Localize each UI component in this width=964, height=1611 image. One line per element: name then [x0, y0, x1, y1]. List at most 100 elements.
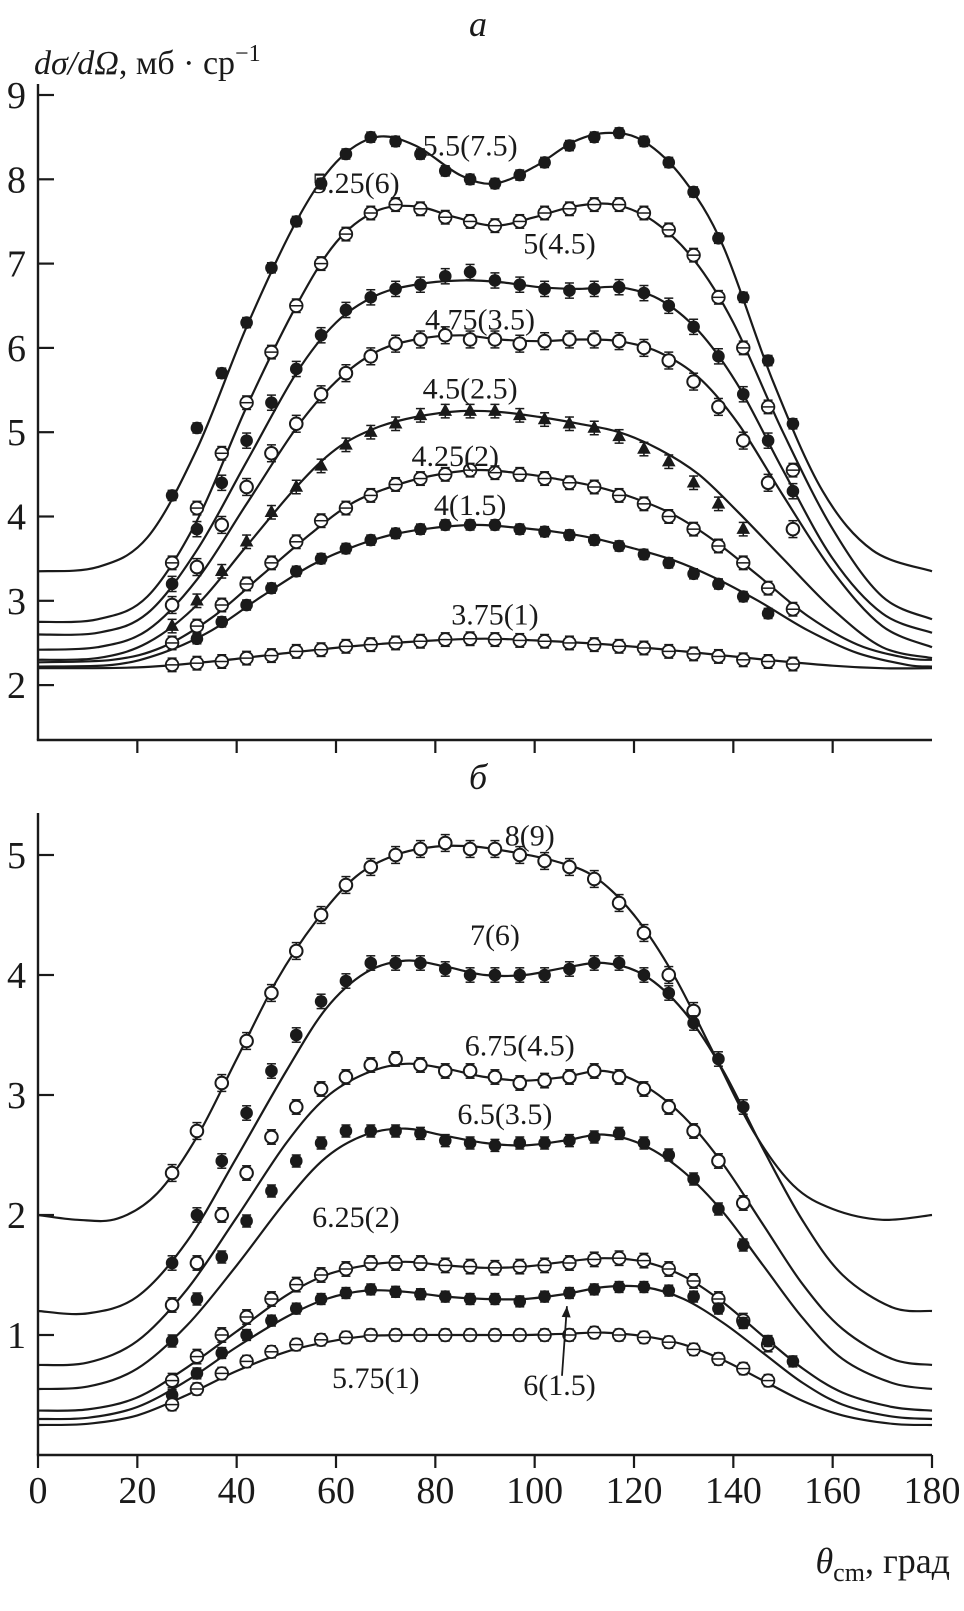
marker-open-circle-icon [562, 332, 577, 347]
marker-filled-circle-icon [414, 1127, 427, 1140]
marker-filled-circle-icon [438, 1290, 452, 1303]
marker-open-circle-icon [462, 332, 478, 347]
marker-open-circle-icon [363, 859, 379, 875]
marker-open-circle-icon [636, 1081, 652, 1097]
marker-filled-circle-icon [438, 1134, 452, 1147]
marker-filled-circle-icon [563, 528, 576, 542]
x-tick-label: 60 [317, 1470, 355, 1512]
marker-filled-circle-icon [339, 542, 353, 555]
marker-open-circle-icon [239, 479, 254, 495]
marker-filled-circle-icon [612, 280, 626, 294]
series-label: 6.5(3.5) [457, 1098, 552, 1131]
marker-filled-circle-icon [513, 1295, 527, 1308]
marker-filled-circle-icon [513, 968, 527, 982]
marker-filled-triangle-icon [587, 420, 602, 433]
marker-open-circle-icon [661, 353, 677, 368]
marker-filled-triangle-icon [562, 415, 577, 429]
marker-filled-circle-icon [662, 556, 676, 570]
marker-filled-circle-icon [612, 1127, 626, 1140]
panel-b-chart: 5 4 3 2 1 0 20 40 60 80 100 120 140 160 180 б θcm, град 8… [7, 757, 961, 1587]
marker-filled-circle-icon [563, 139, 576, 152]
y-axis-label: dσ/dΩ, мб · ср−1 [34, 41, 261, 82]
marker-filled-circle-icon [364, 1124, 378, 1138]
marker-filled-circle-icon [488, 968, 502, 982]
marker-filled-circle-icon [587, 1283, 601, 1296]
marker-open-circle-icon [288, 416, 304, 432]
fit-curve-7(6) [37, 959, 933, 1316]
marker-open-circle-icon [636, 340, 652, 356]
marker-open-circle-icon [164, 597, 180, 613]
marker-filled-circle-icon [538, 282, 551, 296]
marker-open-circle-icon [338, 877, 354, 893]
marker-open-circle-icon [264, 1129, 279, 1145]
panel-title: б [469, 757, 489, 797]
marker-filled-circle-icon [637, 135, 651, 148]
annotation-arrow-head-icon [561, 1306, 571, 1318]
marker-filled-circle-icon [414, 956, 427, 970]
marker-filled-circle-icon [364, 130, 378, 144]
marker-filled-triangle-icon [264, 504, 279, 518]
marker-filled-circle-icon [165, 577, 179, 591]
marker-open-circle-icon [487, 1069, 503, 1085]
marker-filled-circle-icon [761, 607, 775, 620]
marker-filled-circle-icon [364, 956, 378, 970]
marker-filled-circle-icon [587, 533, 601, 547]
marker-filled-circle-icon [612, 539, 626, 553]
fit-curve-4.5(2.5) [37, 409, 933, 661]
marker-open-circle-icon [189, 1123, 205, 1139]
marker-filled-triangle-icon [711, 496, 726, 509]
x-tick-label: 80 [416, 1470, 454, 1512]
marker-filled-circle-icon [314, 552, 328, 565]
marker-open-circle-icon [611, 895, 627, 911]
marker-filled-circle-icon [463, 968, 477, 982]
marker-filled-circle-icon [637, 548, 651, 561]
panel-title: a [469, 4, 487, 44]
y-tick-label: 8 [7, 159, 26, 201]
marker-filled-triangle-icon [537, 411, 552, 425]
marker-filled-circle-icon [736, 1238, 750, 1252]
marker-open-circle-icon [388, 847, 403, 863]
series-label: 5(4.5) [523, 227, 595, 260]
marker-filled-triangle-icon [165, 618, 179, 631]
marker-open-circle-icon [711, 399, 726, 415]
marker-filled-circle-icon [538, 1136, 551, 1150]
marker-open-circle-icon [537, 853, 552, 869]
marker-filled-circle-icon [712, 577, 725, 591]
marker-filled-circle-icon [488, 1139, 502, 1152]
series-label: 4.75(3.5) [425, 303, 535, 336]
marker-filled-circle-icon [587, 282, 601, 296]
marker-filled-circle-icon [637, 1136, 651, 1150]
marker-open-circle-icon [661, 967, 677, 983]
marker-filled-circle-icon [612, 126, 626, 140]
y-tick-label: 3 [7, 1075, 26, 1117]
marker-open-circle-icon [413, 332, 428, 347]
marker-open-circle-icon [313, 1081, 329, 1097]
fit-curve-5.75(1) [37, 1331, 933, 1427]
marker-open-circle-icon [487, 332, 503, 347]
marker-filled-circle-icon [215, 366, 229, 380]
marker-filled-circle-icon [389, 956, 402, 970]
y-tick-label: 2 [7, 1195, 26, 1237]
marker-filled-circle-icon [712, 232, 725, 245]
marker-filled-circle-icon [215, 1154, 229, 1168]
marker-filled-circle-icon [662, 1148, 676, 1162]
marker-filled-circle-icon [438, 269, 452, 283]
x-tick-label: 0 [29, 1470, 48, 1512]
series-label: 5.25(6) [312, 167, 399, 200]
y-tick-label: 5 [7, 835, 26, 877]
marker-open-circle-icon [313, 907, 329, 923]
marker-open-circle-icon [586, 332, 602, 347]
marker-filled-circle-icon [786, 417, 800, 431]
marker-filled-circle-icon [712, 350, 725, 363]
marker-open-circle-icon [487, 841, 503, 857]
marker-filled-triangle-icon [637, 441, 651, 454]
marker-open-circle-icon [363, 1057, 379, 1073]
marker-open-circle-icon [164, 1297, 180, 1313]
marker-open-circle-icon [363, 349, 379, 364]
marker-filled-circle-icon [190, 1292, 204, 1306]
marker-filled-circle-icon [215, 615, 229, 629]
marker-filled-circle-icon [265, 261, 278, 275]
marker-filled-circle-icon [687, 320, 700, 334]
marker-filled-circle-icon [687, 567, 700, 581]
series-label: 4.25(2) [411, 440, 498, 473]
